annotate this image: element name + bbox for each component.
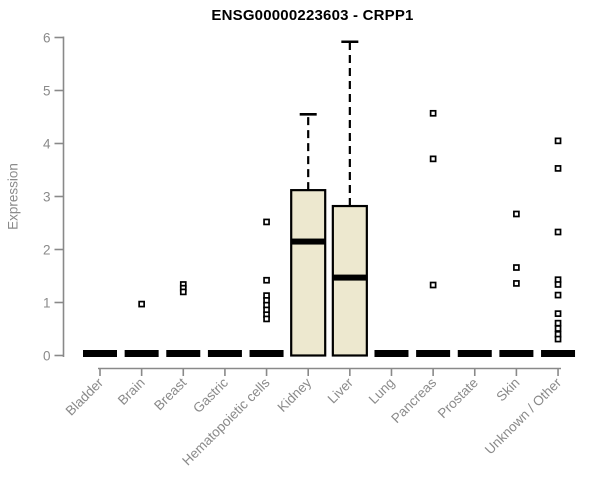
flat-box-at-zero — [499, 350, 534, 357]
outlier-point — [429, 281, 437, 289]
outlier-point — [513, 280, 520, 287]
x-tick-label: Pancreas — [388, 375, 439, 426]
y-tick-label: 0 — [43, 349, 51, 364]
y-tick-label: 1 — [43, 296, 51, 311]
y-axis-title: Expression — [5, 163, 21, 230]
flat-box-at-zero — [249, 350, 284, 357]
outlier-point — [179, 288, 187, 296]
outlier-point — [513, 264, 520, 271]
outlier-point — [554, 310, 562, 317]
x-tick-label: Bladder — [63, 375, 107, 419]
outlier-point — [554, 281, 562, 288]
outlier-point — [554, 335, 562, 343]
outlier-point — [554, 325, 562, 332]
flat-box-at-zero — [83, 350, 117, 357]
x-tick-label: Kidney — [275, 375, 315, 415]
x-tick-label: Prostate — [435, 375, 481, 421]
flat-box-at-zero — [374, 350, 409, 357]
outlier-point — [554, 165, 562, 172]
outlier-point — [554, 291, 562, 299]
x-tick-label: Breast — [151, 375, 189, 413]
box — [331, 204, 368, 357]
outlier-point — [554, 319, 562, 327]
flat-box-at-zero — [541, 350, 576, 357]
y-tick-label: 4 — [43, 137, 51, 152]
median-line — [291, 238, 326, 245]
x-tick-label: Liver — [325, 375, 357, 407]
x-tick-label: Skin — [493, 375, 522, 404]
outlier-point — [263, 315, 270, 323]
flat-box-at-zero — [457, 350, 492, 357]
outlier-point — [554, 137, 562, 145]
y-tick-label: 6 — [43, 31, 51, 46]
box — [290, 189, 327, 357]
y-tick-label: 3 — [43, 190, 51, 205]
outlier-point — [554, 228, 562, 236]
outlier-point — [263, 276, 270, 284]
chart-title: ENSG00000223603 - CRPP1 — [211, 7, 414, 24]
x-tick-label: Gastric — [190, 375, 231, 416]
outlier-point — [429, 109, 437, 117]
x-tick-label: Lung — [366, 375, 398, 407]
flat-box-at-zero — [124, 350, 159, 357]
flat-box-at-zero — [416, 350, 451, 357]
median-line — [332, 274, 367, 281]
outlier-point — [263, 218, 270, 226]
outlier-point — [513, 210, 520, 218]
outlier-point — [138, 300, 145, 308]
flat-box-at-zero — [207, 350, 242, 357]
x-tick-label: Unknown / Other — [482, 375, 565, 458]
x-tick-label: Brain — [115, 375, 148, 408]
flat-box-at-zero — [166, 350, 201, 357]
y-tick-label: 2 — [43, 243, 51, 258]
y-tick-label: 5 — [43, 84, 51, 99]
outlier-point — [429, 155, 437, 163]
